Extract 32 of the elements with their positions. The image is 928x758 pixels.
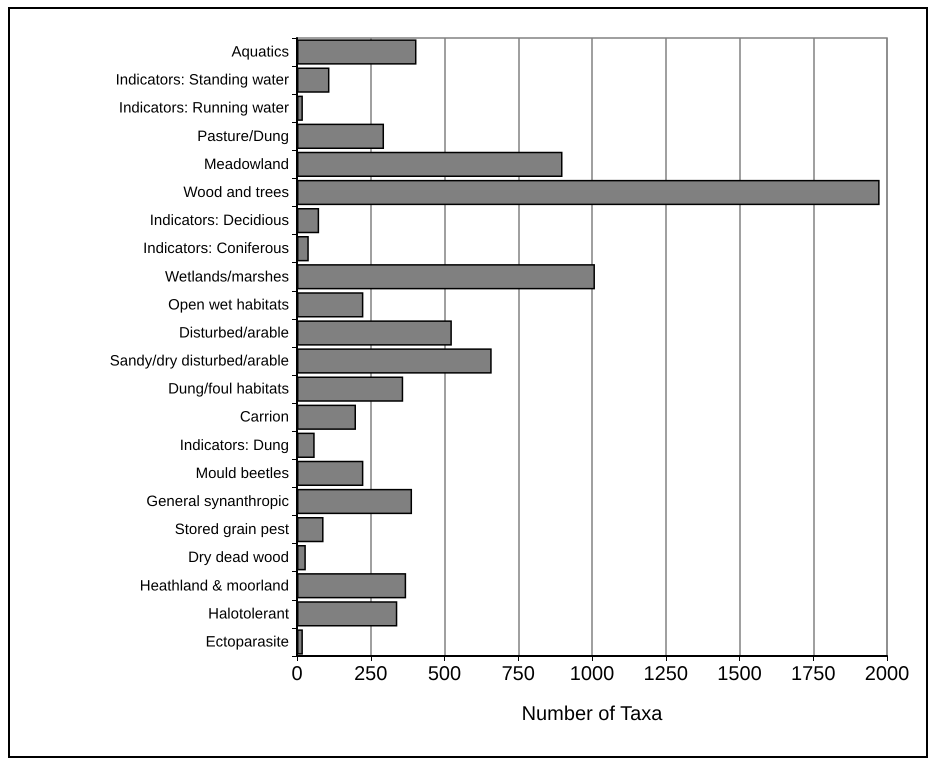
y-tick-label: Stored grain pest: [174, 521, 290, 538]
x-tick-label: 750: [502, 663, 535, 685]
y-tick-label: Dung/foul habitats: [168, 380, 289, 398]
y-tick-label: Aquatics: [231, 44, 289, 61]
x-tick-label: 1250: [644, 663, 688, 685]
y-tick-label: Wood and trees: [183, 184, 289, 201]
x-tick-label: 1750: [791, 663, 836, 685]
y-tick-label: Carrion: [240, 408, 289, 426]
y-tick-label: Open wet habitats: [168, 296, 289, 314]
x-tick-label: 500: [428, 663, 462, 685]
y-tick-label: Disturbed/arable: [178, 324, 289, 342]
y-tick-label: Pasture/Dung: [197, 128, 289, 145]
y-tick-label: Ectoparasite: [206, 633, 289, 650]
y-tick-label: Indicators: Running water: [118, 100, 289, 117]
y-tick-label: Wetlands/marshes: [165, 268, 289, 286]
y-tick-label: General synanthropic: [146, 493, 290, 510]
x-tick-label: 1000: [570, 663, 614, 685]
x-tick-label: 1500: [717, 663, 762, 685]
y-tick-label: Sandy/dry disturbed/arable: [110, 352, 289, 370]
y-tick-label: Halotolerant: [208, 605, 290, 622]
y-tick-label: Indicators: Coniferous: [143, 240, 289, 258]
x-tick-label: 0: [291, 663, 303, 685]
x-tick-label: 250: [354, 663, 388, 685]
x-axis-title: Number of Taxa: [522, 703, 664, 725]
y-tick-label: Indicators: Dung: [180, 436, 289, 454]
y-tick-label: Dry dead wood: [188, 549, 289, 566]
y-tick-label: Indicators: Decidious: [150, 212, 289, 230]
y-tick-label: Mould beetles: [196, 464, 289, 482]
y-tick-label: Heathland & moorland: [140, 577, 289, 594]
y-tick-label: Meadowland: [204, 156, 289, 173]
x-tick-label: 2000: [864, 663, 910, 685]
y-tick-label: Indicators: Standing water: [116, 72, 289, 89]
